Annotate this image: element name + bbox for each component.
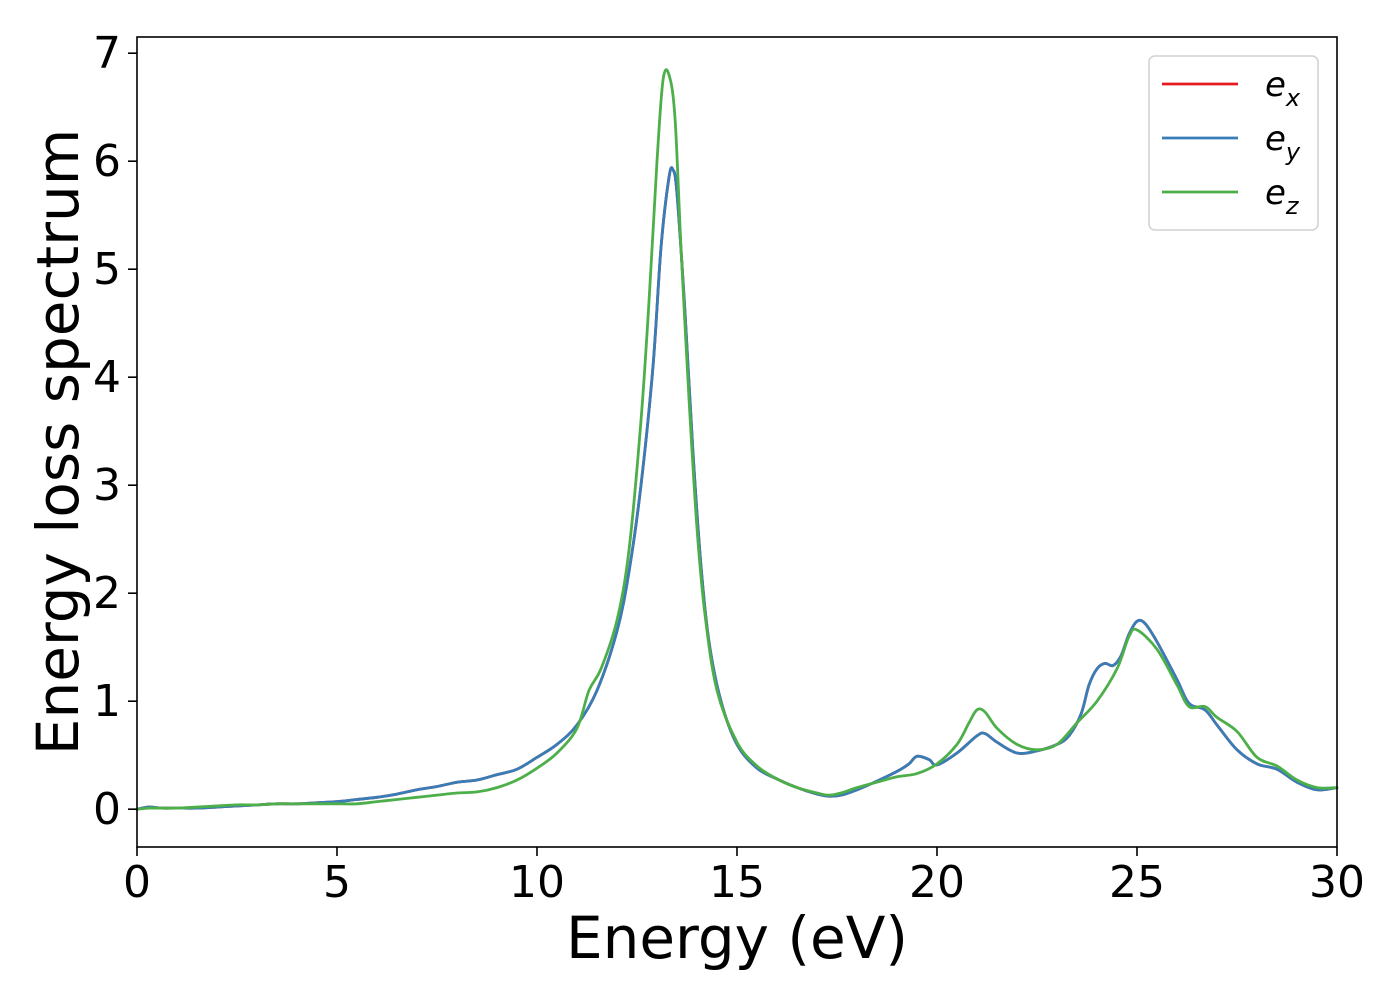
legend-label-base: e xyxy=(1265,65,1286,105)
x-axis-label: Energy (eV) xyxy=(566,904,908,972)
x-tick-label: 25 xyxy=(1109,857,1165,908)
y-tick-label: 5 xyxy=(93,244,121,295)
y-tick-label: 0 xyxy=(93,784,121,835)
y-tick-label: 6 xyxy=(93,136,121,187)
x-axis: 0 5 10 15 20 25 30 xyxy=(123,847,1365,908)
y-tick-label: 4 xyxy=(93,352,121,403)
y-tick-label: 7 xyxy=(93,28,121,79)
legend-label-base: e xyxy=(1265,119,1286,159)
legend-label-subscript: y xyxy=(1285,138,1301,166)
legend-box xyxy=(1148,55,1319,231)
plot-background xyxy=(137,37,1337,847)
series-layer xyxy=(135,68,1339,811)
y-axis-label: Energy loss spectrum xyxy=(24,129,92,755)
x-tick-label: 15 xyxy=(709,857,765,908)
y-tick-label: 3 xyxy=(93,460,121,511)
x-tick-label: 0 xyxy=(123,857,151,908)
x-tick-label: 5 xyxy=(323,857,351,908)
legend-label-e_x: ex xyxy=(1265,65,1301,112)
x-tick-label: 30 xyxy=(1309,857,1365,908)
legend-label-base: e xyxy=(1265,173,1286,213)
legend-label-e_y: ey xyxy=(1265,119,1301,166)
y-axis: 0 1 2 3 4 5 6 7 xyxy=(93,28,137,835)
x-tick-label: 20 xyxy=(909,857,965,908)
y-tick-label: 2 xyxy=(93,568,121,619)
x-tick-label: 10 xyxy=(509,857,565,908)
y-tick-label: 1 xyxy=(93,676,121,727)
series-line-e_z xyxy=(135,68,1339,811)
legend-label-e_z: ez xyxy=(1265,173,1300,220)
legend-label-subscript: x xyxy=(1285,84,1301,112)
legend-label-subscript: z xyxy=(1285,192,1300,220)
